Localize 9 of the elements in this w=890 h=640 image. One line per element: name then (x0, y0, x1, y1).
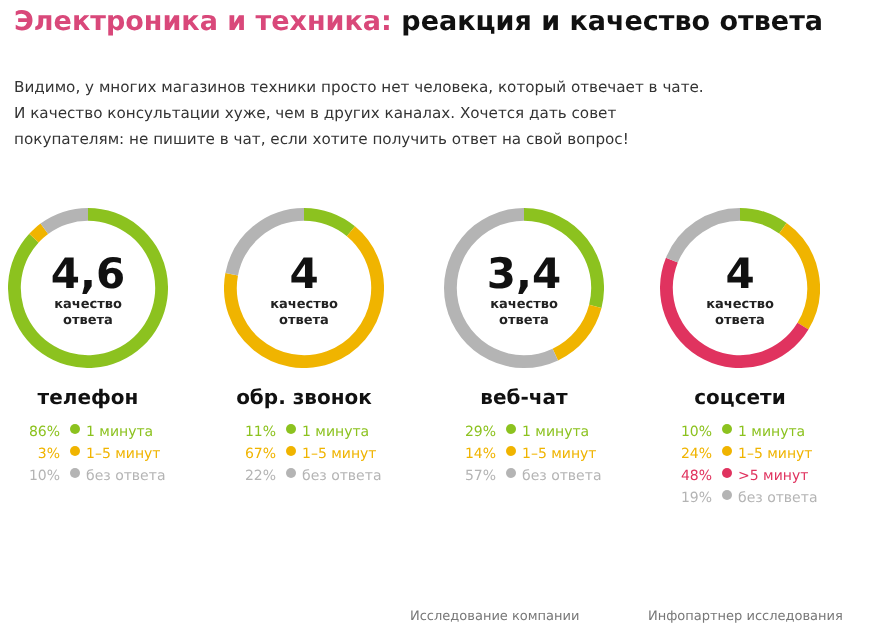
text: Электроника и техника: реакция и качество ответа (14, 6, 824, 38)
text: 4,6 (48, 250, 128, 298)
text: обр. звонок (234, 388, 374, 410)
text: соцсети (692, 388, 788, 410)
text: телефон (35, 388, 141, 410)
text: 3,4 (484, 250, 564, 298)
text: 4 (287, 250, 321, 298)
text: веб-чат (478, 388, 570, 410)
text: 4 (723, 250, 757, 298)
